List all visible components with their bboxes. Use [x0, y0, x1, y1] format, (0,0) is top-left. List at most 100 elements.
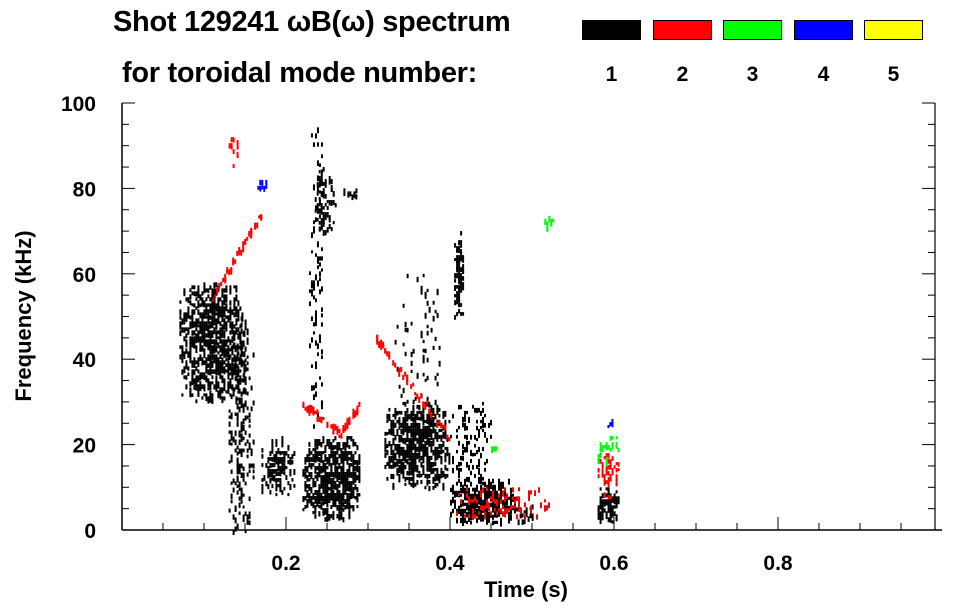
spectral-pixel	[609, 448, 612, 452]
spectral-pixel	[438, 479, 441, 484]
spectral-pixel	[310, 289, 313, 294]
spectral-pixel	[426, 288, 429, 293]
spectral-pixel	[215, 282, 218, 288]
spectral-pixel	[211, 369, 214, 374]
spectral-pixel	[340, 499, 343, 504]
spectral-pixel	[223, 297, 226, 302]
spectral-pixel	[524, 514, 526, 520]
spectral-pixel	[458, 240, 461, 246]
spectral-pixel	[265, 463, 268, 468]
spectral-pixel	[474, 493, 476, 498]
spectral-pixel	[181, 357, 184, 364]
spectral-pixel	[480, 493, 482, 498]
spectral-pixel	[494, 505, 496, 510]
spectral-pixel	[219, 372, 222, 379]
spectral-pixel	[233, 363, 236, 368]
spectral-pixel	[310, 250, 313, 254]
spectral-pixel	[326, 472, 329, 477]
spectral-pixel	[494, 487, 496, 493]
spectral-pixel	[458, 276, 461, 281]
spectral-pixel	[197, 288, 200, 293]
spectral-pixel	[354, 496, 357, 500]
spectral-pixel	[233, 336, 236, 342]
spectral-pixel	[490, 496, 492, 500]
spectral-pixel	[326, 439, 329, 445]
spectral-pixel	[322, 499, 325, 505]
spectral-pixel	[468, 496, 470, 502]
spectral-pixel	[426, 440, 429, 446]
spectral-pixel	[454, 279, 457, 283]
spectral-pixel	[312, 322, 315, 327]
spectral-pixel	[476, 484, 478, 490]
spectral-pixel	[183, 369, 186, 374]
spectral-pixel	[326, 514, 329, 519]
spectral-pixel	[207, 378, 210, 384]
spectral-pixel	[492, 505, 494, 511]
spectral-pixel	[181, 348, 184, 353]
spectral-pixel	[460, 455, 462, 461]
spectral-pixel	[252, 469, 255, 474]
spectral-pixel	[338, 434, 341, 439]
spectral-pixel	[436, 452, 439, 457]
spectral-pixel	[193, 378, 196, 385]
spectral-pixel	[476, 511, 478, 517]
spectral-pixel	[460, 493, 462, 497]
spectral-pixel	[400, 446, 403, 451]
spectral-pixel	[223, 351, 226, 355]
spectral-pixel	[444, 473, 447, 480]
spectral-pixel	[470, 514, 472, 521]
spectral-pixel	[281, 457, 284, 462]
spectral-pixel	[223, 396, 226, 401]
spectral-pixel	[486, 437, 488, 443]
spectral-pixel	[226, 267, 229, 273]
spectral-pixel	[213, 309, 216, 315]
spectral-pixel	[326, 511, 329, 516]
spectral-pixel	[289, 484, 292, 490]
spectral-pixel	[358, 469, 361, 474]
spectral-pixel	[605, 471, 608, 476]
spectral-pixel	[474, 434, 476, 440]
spectral-pixel	[406, 458, 409, 465]
spectral-pixel	[396, 428, 399, 433]
spectral-pixel	[233, 312, 236, 318]
spectral-pixel	[482, 419, 484, 425]
spectral-pixel	[342, 517, 345, 523]
spectral-pixel	[597, 511, 600, 516]
spectral-pixel	[340, 432, 343, 439]
spectral-pixel	[436, 449, 439, 455]
spectral-pixel	[434, 476, 437, 482]
spectral-pixel	[314, 209, 317, 213]
spectral-pixel	[492, 520, 494, 526]
spectral-pixel	[352, 463, 355, 467]
spectral-pixel	[314, 490, 317, 495]
spectral-pixel	[424, 431, 427, 438]
spectral-pixel	[356, 466, 359, 470]
spectral-pixel	[436, 470, 439, 476]
spectral-pixel	[197, 360, 200, 365]
spectral-pixel	[408, 461, 411, 466]
spectral-pixel	[444, 419, 447, 426]
spectral-pixel	[482, 428, 484, 433]
spectral-pixel	[601, 465, 604, 469]
spectral-pixel	[203, 339, 206, 344]
spectral-pixel	[201, 291, 204, 296]
spectral-pixel	[472, 493, 474, 500]
spectral-pixel	[430, 419, 433, 426]
spectral-pixel	[607, 453, 610, 459]
x-tick-label: 0.4	[435, 552, 465, 575]
spectral-pixel	[607, 471, 610, 476]
spectral-pixel	[308, 478, 311, 482]
spectral-pixel	[217, 357, 220, 362]
spectral-pixel	[605, 480, 608, 485]
chart-subtitle: for toroidal mode number:	[122, 57, 478, 89]
spectral-pixel	[422, 425, 425, 430]
spectral-pixel	[275, 460, 278, 465]
spectral-pixel	[404, 476, 407, 482]
spectral-pixel	[231, 375, 234, 380]
spectral-pixel	[316, 490, 319, 495]
spectral-pixel	[426, 437, 429, 444]
spectral-pixel	[597, 514, 600, 520]
spectral-pixel	[609, 508, 612, 514]
spectral-pixel	[392, 437, 395, 442]
spectral-pixel	[207, 288, 210, 293]
